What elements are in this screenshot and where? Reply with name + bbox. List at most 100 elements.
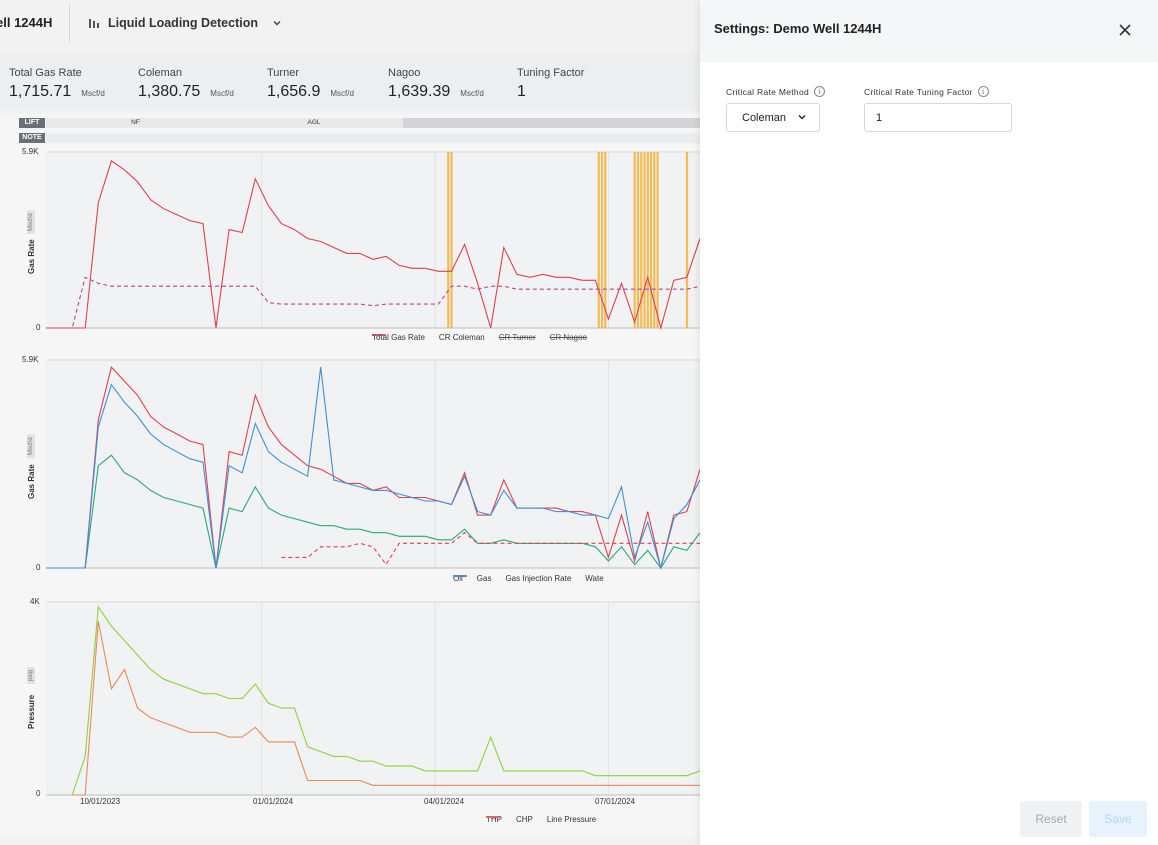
legend-label: Gas [476,574,492,583]
legend-item[interactable]: CR Coleman [372,333,485,342]
lift-track-label: LIFT [19,118,45,128]
x-tick: 01/01/2024 [253,797,294,806]
loading-event-band [600,152,604,328]
y-tick-zero: 0 [36,563,41,572]
metric-label: Tuning Factor [517,67,585,79]
loading-event-band [653,152,656,328]
reset-button[interactable]: Reset [1020,801,1082,837]
field-label-text: Critical Rate Method [726,86,810,97]
legend-label: Total Gas Rate [372,333,425,342]
close-button[interactable] [1112,17,1138,43]
legend-item[interactable]: CR Turner [372,333,536,342]
series-line-thp [72,621,700,796]
note-track-label: NOTE [19,133,45,143]
view-selector-label: Liquid Loading Detection [108,16,258,30]
metric-label: Coleman [138,67,183,79]
info-icon[interactable]: i [814,86,826,97]
series-line-cr-coleman [46,276,700,329]
lift-segment-other[interactable] [403,118,700,128]
info-icon[interactable]: i [977,86,989,97]
loading-event-band [633,152,636,328]
loading-event-band [597,152,600,328]
legend-item[interactable]: CR Nagoo [372,333,587,342]
x-tick: 04/01/2024 [424,797,465,806]
chart-pressure[interactable] [0,596,700,836]
loading-event-band [447,152,450,328]
legend-item[interactable]: Line Pressure [486,815,597,824]
chart-production[interactable] [0,354,700,589]
y-tick-max: 5.9K [22,147,39,156]
metric-coleman: Coleman 1,380.75 Mscf/d [138,67,234,101]
settings-header: Settings: Demo Well 1244H [700,0,1158,62]
y-axis-unit: Mscf/d [27,210,35,234]
series-line-gas-injection-rate [281,531,700,566]
note-track[interactable] [46,133,700,143]
view-selector[interactable]: Liquid Loading Detection [88,12,282,34]
metric-turner: Turner 1,656.9 Mscf/d [267,67,354,101]
top-bar: ell 1244H Liquid Loading Detection [0,0,700,46]
save-button[interactable]: Save [1089,801,1147,837]
x-tick: 10/01/2023 [80,797,121,806]
y-axis-unit: psig [27,666,35,684]
metric-nagoo: Nagoo 1,639.39 Mscf/d [388,67,484,101]
chart-panel-critical-rate: Gas Rate Mscf/d 5.9K 0 Total Gas Rate CR… [0,146,700,346]
legend-label: CR Nagoo [549,333,587,342]
settings-title: Settings: Demo Well 1244H [714,21,882,36]
chart-panel-production: Gas Rate Mscf/d 5.9K 0 Oil Gas Gas Injec… [0,354,700,589]
legend-label: CR Turner [498,333,536,342]
legend-label: Gas Injection Rate [505,574,572,583]
metric-label: Nagoo [388,67,421,79]
divider [69,4,70,42]
settings-panel: Settings: Demo Well 1244H Critical Rate … [700,0,1158,845]
legend-item[interactable]: Gas Injection Rate [453,574,572,583]
chart-critical-rate[interactable] [0,146,700,346]
plot-background [46,360,700,568]
dashboard: ell 1244H Liquid Loading Detection Total… [0,0,700,836]
chevron-down-icon [798,115,806,120]
metric-unit: Mscf/d [330,89,354,98]
loading-event-band [450,152,453,328]
loading-event-band [604,152,607,328]
legend-item[interactable]: CHP [486,815,533,824]
chart-panel-pressure: Pressure psig 4K 0 10/01/2023 01/01/2024… [0,596,700,836]
y-tick-max: 5.9K [22,355,39,364]
series-line-wate [46,367,700,571]
loading-event-band [646,152,649,328]
metric-label: Turner [267,67,299,79]
plot-background [46,152,700,328]
loading-event-band [643,152,646,328]
metric-value: 1,639.39 [388,83,451,100]
metrics-bar: Total Gas Rate 1,715.71 Mscf/d Coleman 1,… [0,52,700,110]
series-line-chp [71,605,700,796]
metric-value: 1 [517,83,526,100]
legend: Oil Gas Gas Injection Rate Wate [453,574,604,583]
legend-label: Line Pressure [546,815,597,824]
metric-unit: Mscf/d [210,89,234,98]
legend: Total Gas Rate CR Coleman CR Turner CR N… [372,333,587,342]
bar-chart-icon [89,19,99,28]
x-tick: 07/01/2024 [595,797,636,806]
loading-event-band [640,152,643,328]
metric-total-gas-rate: Total Gas Rate 1,715.71 Mscf/d [9,67,105,101]
y-axis-unit: Mscf/d [27,434,35,458]
legend-item[interactable]: Wate [453,574,604,583]
critical-rate-method-label: Critical Rate Method i [726,86,826,97]
lift-segment-agl[interactable]: AGL [225,118,403,128]
loading-event-band [636,152,640,328]
y-tick-zero: 0 [36,323,41,332]
select-value: Coleman [742,111,787,124]
series-line-oil [46,454,700,569]
y-axis-label: Gas Rate [27,464,36,499]
tuning-factor-input[interactable] [864,103,1012,132]
lift-segment-nf[interactable]: NF [46,118,225,128]
metric-value: 1,380.75 [138,83,201,100]
field-label-text: Critical Rate Tuning Factor [864,86,973,97]
critical-rate-method-select[interactable]: Coleman [726,103,820,132]
legend-label: CR Coleman [438,333,485,342]
close-icon [1119,24,1131,36]
well-name: ell 1244H [0,15,53,30]
metric-label: Total Gas Rate [9,67,82,79]
legend-item[interactable]: Gas [453,574,492,583]
lift-track[interactable]: NF AGL [46,118,700,128]
